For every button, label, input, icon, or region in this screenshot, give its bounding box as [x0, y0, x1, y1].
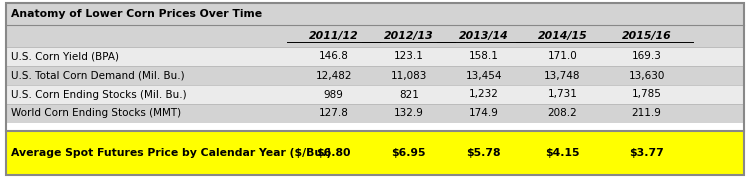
Text: 127.8: 127.8 — [319, 109, 349, 119]
Bar — [6, 85, 744, 104]
Text: 2011/12: 2011/12 — [309, 31, 358, 41]
Text: 123.1: 123.1 — [394, 51, 424, 62]
Text: 2014/15: 2014/15 — [538, 31, 587, 41]
Text: 171.0: 171.0 — [548, 51, 578, 62]
Bar — [6, 66, 744, 85]
Text: 13,748: 13,748 — [544, 70, 580, 80]
Bar — [6, 104, 744, 123]
Text: World Corn Ending Stocks (MMT): World Corn Ending Stocks (MMT) — [11, 109, 181, 119]
Text: 1,731: 1,731 — [548, 90, 578, 100]
Bar — [6, 25, 744, 47]
Text: 132.9: 132.9 — [394, 109, 424, 119]
Bar — [6, 131, 744, 175]
Text: U.S. Corn Yield (BPA): U.S. Corn Yield (BPA) — [11, 51, 119, 62]
Text: 821: 821 — [399, 90, 418, 100]
Bar — [6, 47, 744, 66]
Text: 12,482: 12,482 — [316, 70, 352, 80]
Text: 169.3: 169.3 — [632, 51, 662, 62]
Text: 13,630: 13,630 — [628, 70, 664, 80]
Text: 11,083: 11,083 — [391, 70, 427, 80]
Text: 174.9: 174.9 — [469, 109, 499, 119]
Text: 13,454: 13,454 — [466, 70, 502, 80]
Text: $3.77: $3.77 — [629, 148, 664, 158]
Text: $6.80: $6.80 — [316, 148, 351, 158]
Bar — [6, 3, 744, 25]
Text: Average Spot Futures Price by Calendar Year ($/Bu.): Average Spot Futures Price by Calendar Y… — [11, 148, 332, 158]
Text: Anatomy of Lower Corn Prices Over Time: Anatomy of Lower Corn Prices Over Time — [11, 9, 262, 19]
Text: 2015/16: 2015/16 — [622, 31, 671, 41]
Text: 989: 989 — [324, 90, 344, 100]
Text: U.S. Corn Ending Stocks (Mil. Bu.): U.S. Corn Ending Stocks (Mil. Bu.) — [11, 90, 187, 100]
Text: 1,785: 1,785 — [632, 90, 662, 100]
Text: 1,232: 1,232 — [469, 90, 499, 100]
Text: 211.9: 211.9 — [632, 109, 662, 119]
Text: U.S. Total Corn Demand (Mil. Bu.): U.S. Total Corn Demand (Mil. Bu.) — [11, 70, 184, 80]
Text: 2013/14: 2013/14 — [459, 31, 509, 41]
Text: $5.78: $5.78 — [466, 148, 501, 158]
Text: $6.95: $6.95 — [392, 148, 426, 158]
Text: 158.1: 158.1 — [469, 51, 499, 62]
Text: $4.15: $4.15 — [545, 148, 580, 158]
Text: 146.8: 146.8 — [319, 51, 349, 62]
Text: 2012/13: 2012/13 — [384, 31, 433, 41]
Bar — [6, 123, 744, 131]
Text: 208.2: 208.2 — [548, 109, 578, 119]
